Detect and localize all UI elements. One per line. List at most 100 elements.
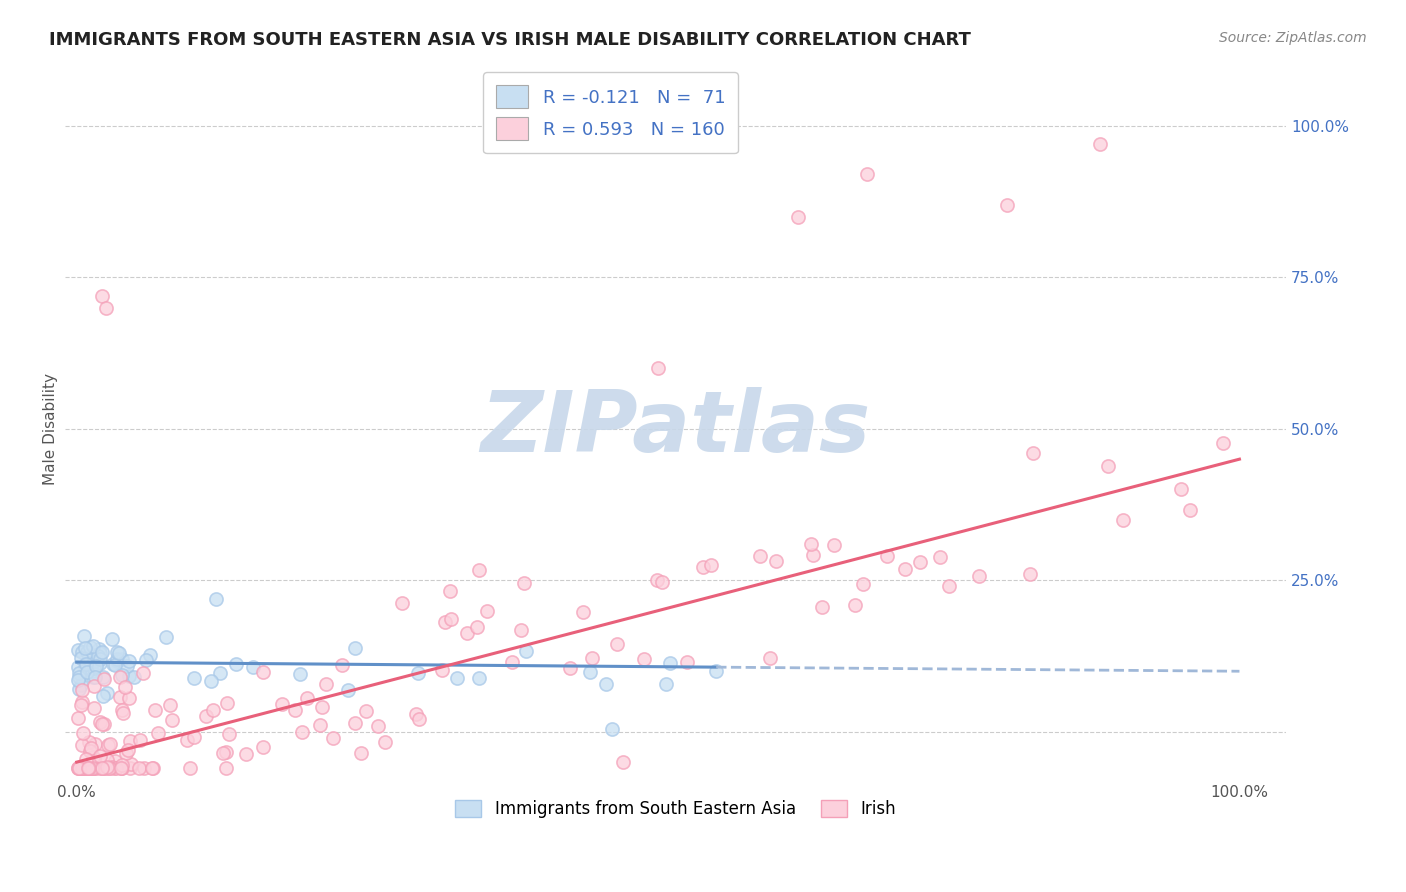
Point: [73, 761, 96, 775]
Point: [110, 761, 132, 775]
Point: [82, 749, 104, 764]
Point: [852, 576, 875, 591]
Point: [94, 301, 117, 315]
Point: [120, 761, 142, 775]
Point: [72, 761, 94, 775]
Point: [105, 761, 128, 775]
Point: [856, 168, 879, 182]
Point: [66, 673, 89, 687]
Point: [87, 761, 110, 775]
Point: [89, 715, 111, 730]
Point: [73, 629, 96, 643]
Point: [595, 677, 617, 691]
Point: [84, 761, 107, 775]
Point: [692, 560, 714, 574]
Point: [103, 657, 125, 672]
Point: [748, 549, 770, 564]
Point: [456, 626, 478, 640]
Point: [118, 669, 141, 683]
Point: [308, 718, 330, 732]
Text: ZIPatlas: ZIPatlas: [481, 387, 870, 470]
Point: [115, 746, 138, 760]
Point: [337, 683, 360, 698]
Point: [79, 640, 101, 654]
Point: [98, 761, 121, 775]
Point: [183, 671, 205, 685]
Point: [579, 665, 602, 679]
Point: [108, 646, 131, 660]
Point: [91, 716, 114, 731]
Point: [67, 665, 90, 680]
Point: [235, 747, 257, 761]
Point: [75, 640, 97, 655]
Point: [155, 630, 177, 644]
Point: [288, 666, 311, 681]
Point: [73, 660, 96, 674]
Point: [90, 645, 112, 659]
Point: [117, 743, 139, 757]
Point: [96, 753, 118, 767]
Point: [344, 716, 367, 731]
Point: [967, 569, 990, 583]
Point: [89, 656, 111, 670]
Point: [91, 689, 114, 703]
Point: [111, 761, 134, 775]
Point: [215, 761, 238, 775]
Point: [93, 672, 115, 686]
Point: [70, 678, 93, 692]
Point: [322, 731, 344, 746]
Point: [284, 703, 307, 717]
Point: [83, 701, 105, 715]
Point: [112, 706, 135, 721]
Point: [938, 579, 960, 593]
Point: [72, 761, 94, 775]
Point: [655, 676, 678, 690]
Point: [128, 761, 150, 775]
Point: [79, 761, 101, 775]
Point: [1022, 446, 1045, 460]
Point: [391, 596, 413, 610]
Point: [82, 648, 104, 663]
Point: [205, 591, 228, 606]
Point: [183, 730, 205, 744]
Point: [98, 737, 121, 751]
Point: [114, 681, 136, 695]
Point: [242, 659, 264, 673]
Point: [141, 761, 163, 775]
Point: [103, 658, 125, 673]
Point: [108, 670, 131, 684]
Point: [894, 562, 917, 576]
Point: [759, 651, 782, 665]
Point: [75, 657, 97, 671]
Point: [765, 553, 787, 567]
Point: [89, 642, 111, 657]
Point: [72, 682, 94, 697]
Point: [118, 654, 141, 668]
Point: [72, 738, 94, 752]
Point: [111, 667, 134, 681]
Point: [97, 738, 120, 752]
Point: [374, 735, 396, 749]
Point: [367, 719, 389, 733]
Point: [252, 740, 274, 755]
Point: [408, 712, 430, 726]
Point: [75, 752, 97, 766]
Point: [76, 761, 98, 775]
Y-axis label: Male Disability: Male Disability: [44, 373, 58, 485]
Point: [439, 584, 461, 599]
Point: [75, 657, 97, 671]
Point: [159, 698, 181, 712]
Point: [225, 657, 247, 671]
Point: [501, 655, 523, 669]
Point: [89, 652, 111, 666]
Point: [876, 549, 898, 564]
Point: [98, 761, 121, 775]
Point: [194, 709, 217, 723]
Point: [344, 640, 367, 655]
Point: [139, 648, 162, 662]
Point: [91, 761, 114, 775]
Point: [76, 645, 98, 659]
Point: [295, 691, 318, 706]
Point: [77, 657, 100, 672]
Point: [315, 677, 337, 691]
